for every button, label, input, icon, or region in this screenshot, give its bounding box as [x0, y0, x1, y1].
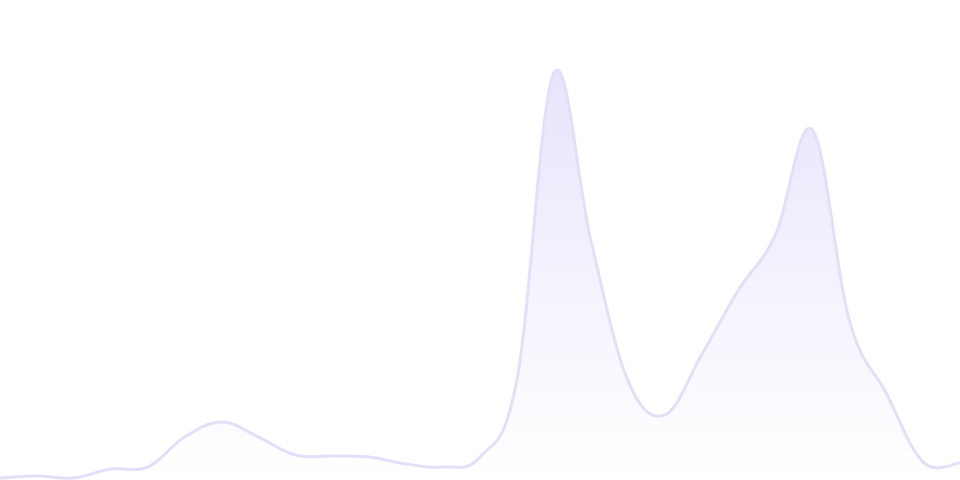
series-line: [0, 68, 960, 480]
series-area: [0, 69, 960, 480]
